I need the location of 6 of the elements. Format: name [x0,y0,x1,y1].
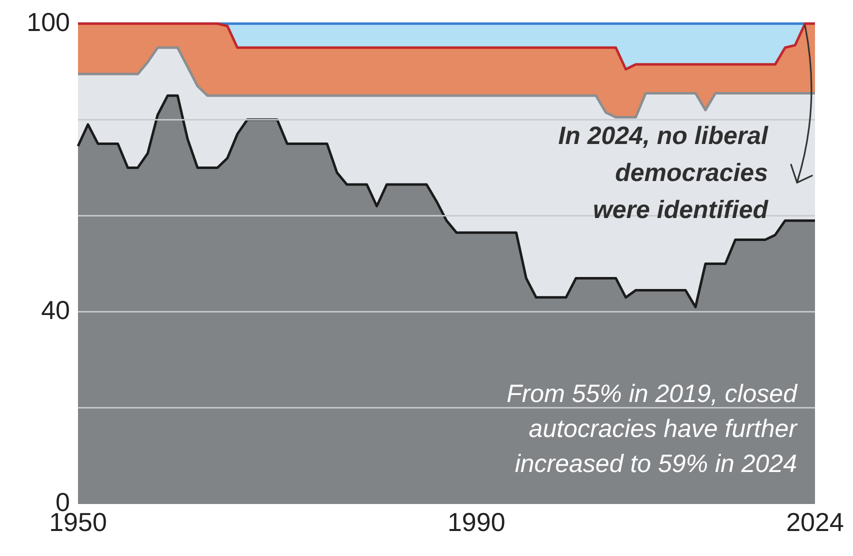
annotation: In 2024, no liberal democracies were identified [558,121,768,226]
y-tick-label: 100 [26,6,70,37]
annotation: From 55% in 2019, closed autocracies have further increased to 59% in 2024 [506,379,797,480]
y-tick-label: 40 [41,295,70,326]
x-tick-label: 2024 [786,506,844,537]
x-tick-label: 1990 [447,506,506,537]
